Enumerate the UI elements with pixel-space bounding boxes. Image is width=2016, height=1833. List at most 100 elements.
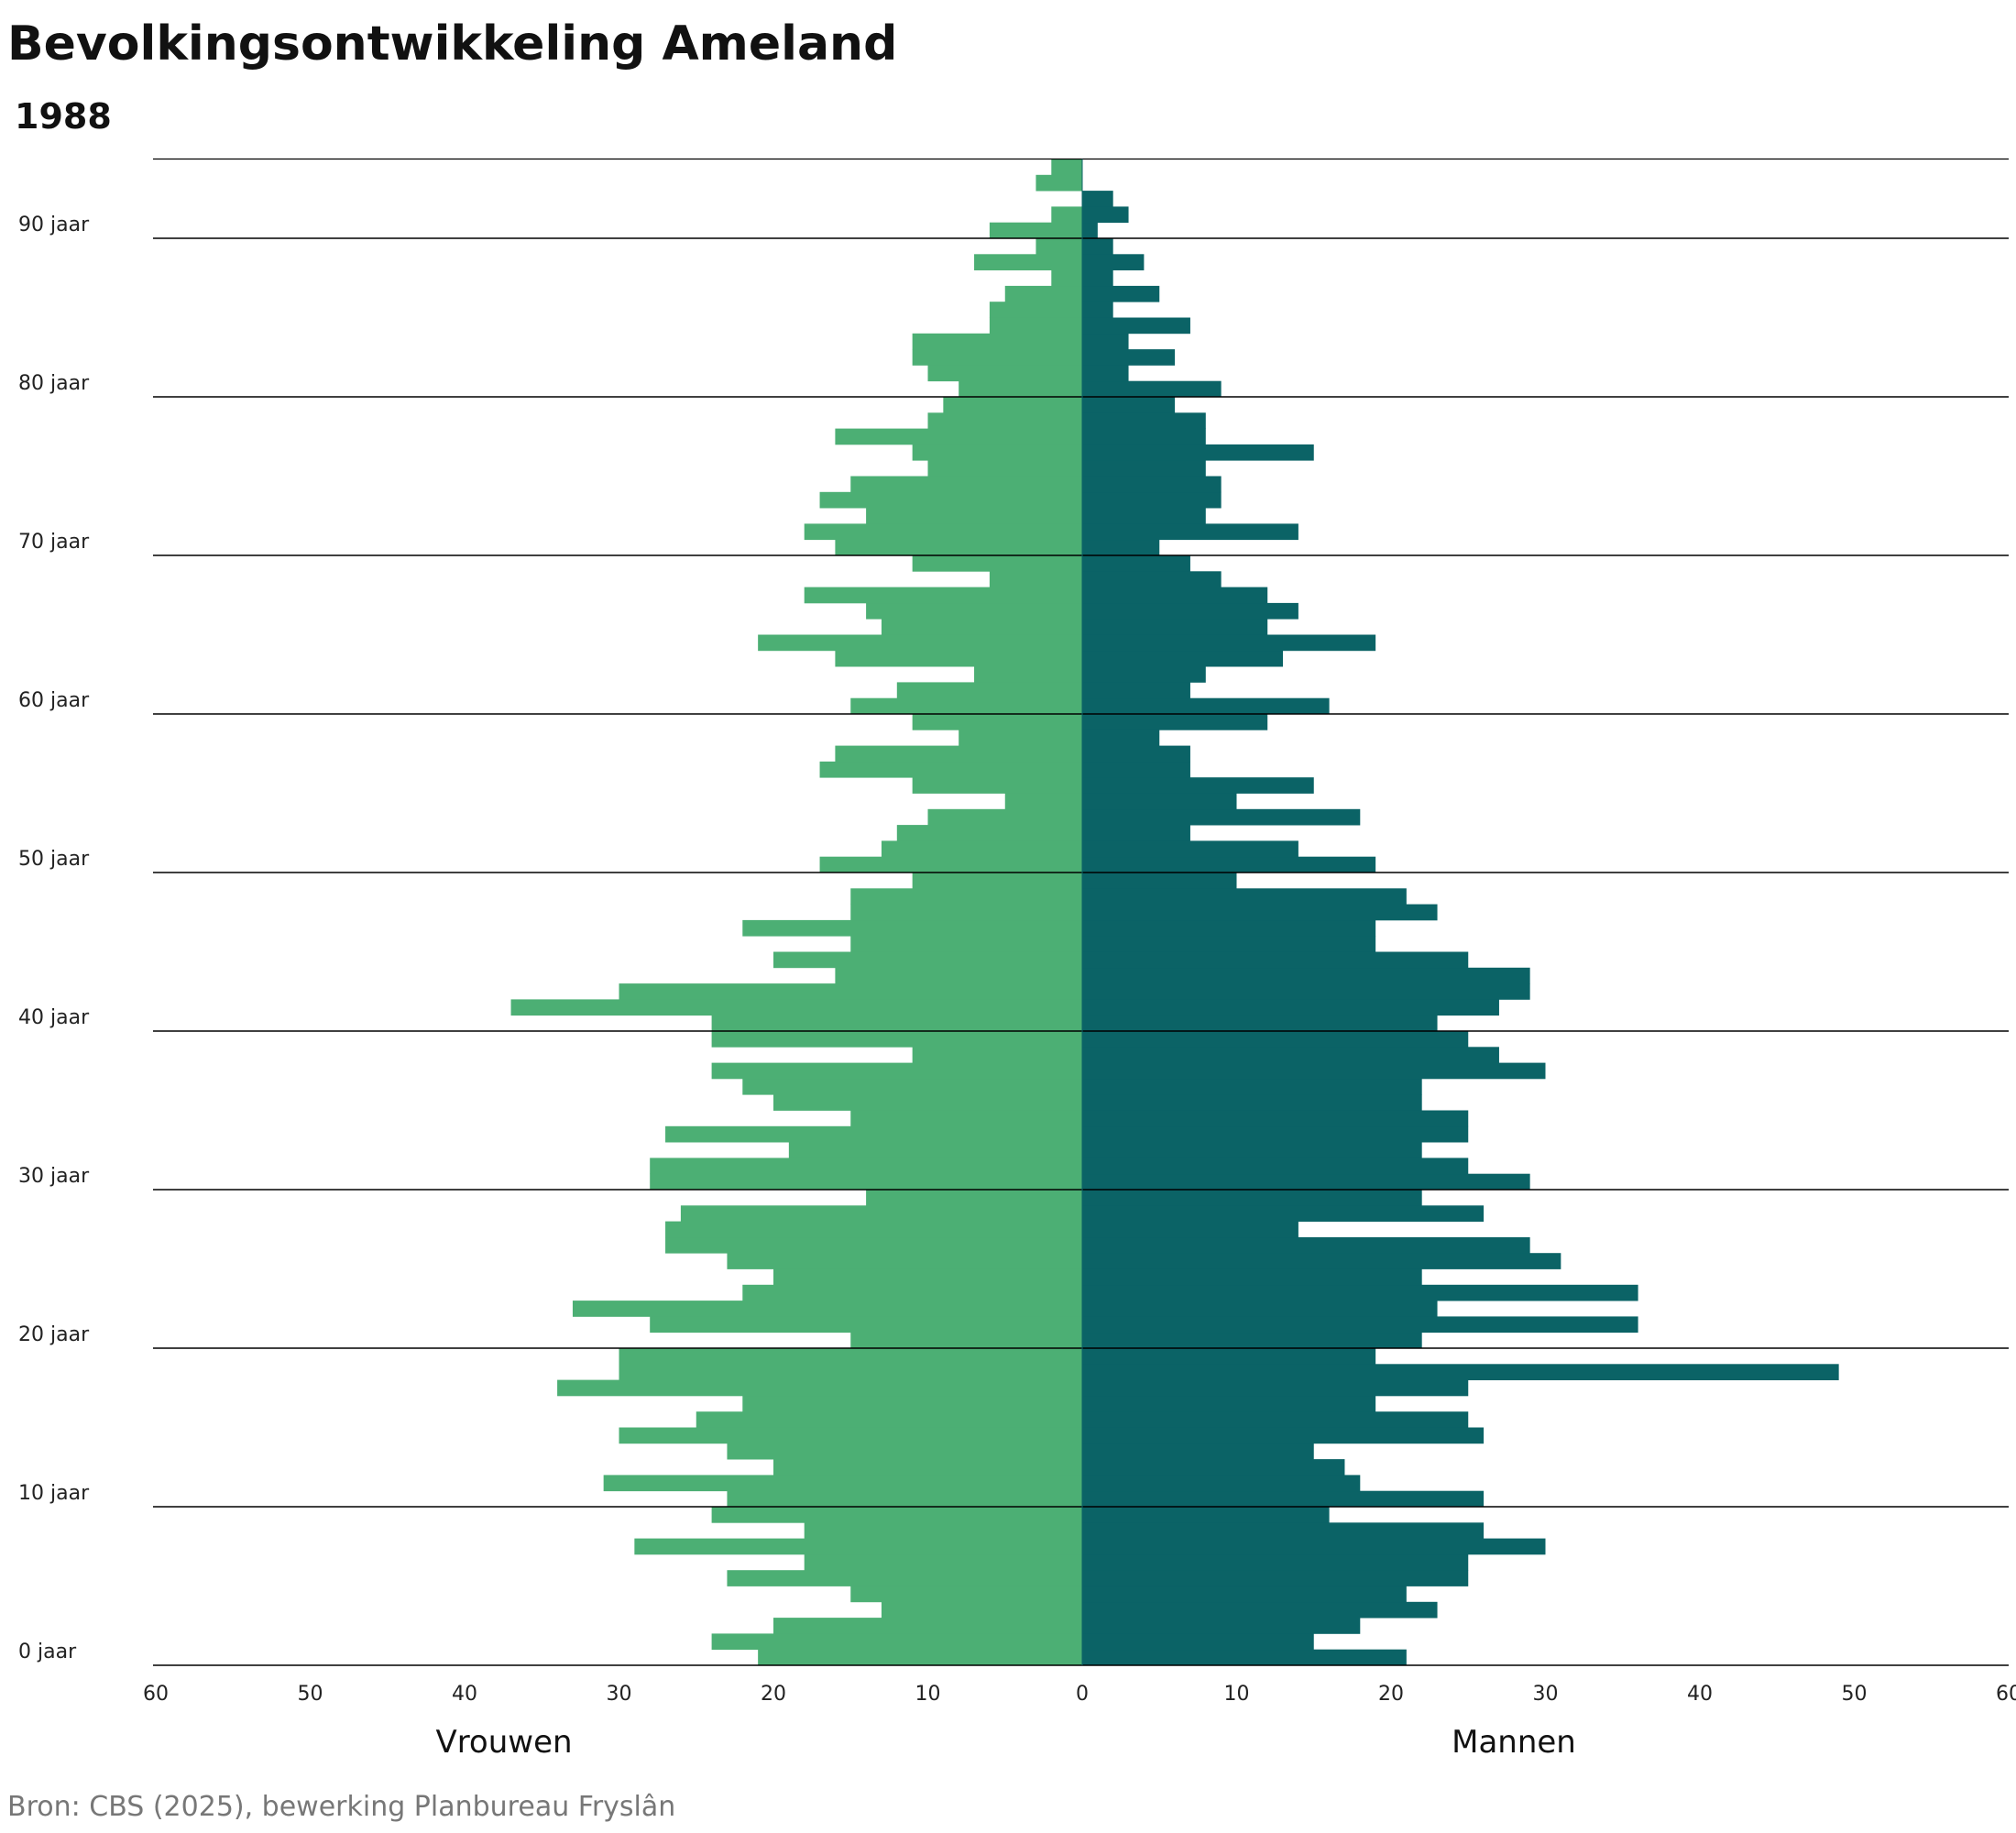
- bar-mannen-34: [1082, 1110, 1469, 1127]
- bar-mannen-62: [1082, 666, 1206, 683]
- side-label-vrouwen: Vrouwen: [435, 1724, 572, 1761]
- bar-vrouwen-53: [927, 808, 1082, 826]
- bar-mannen-14: [1082, 1427, 1485, 1444]
- bar-mannen-13: [1082, 1443, 1314, 1460]
- bar-mannen-28: [1082, 1205, 1485, 1222]
- y-tick-label: 70 jaar: [18, 531, 90, 554]
- bar-vrouwen-10: [727, 1490, 1082, 1508]
- bar-mannen-12: [1082, 1459, 1345, 1476]
- bar-vrouwen-47: [850, 904, 1082, 921]
- bar-mannen-84: [1082, 317, 1190, 335]
- side-label-mannen: Mannen: [1452, 1724, 1576, 1761]
- y-tick-label: 50 jaar: [18, 848, 90, 871]
- y-tick-label: 60 jaar: [18, 689, 90, 712]
- y-tick-label: 40 jaar: [18, 1006, 90, 1029]
- bar-vrouwen-18: [619, 1364, 1082, 1380]
- bar-mannen-79: [1082, 397, 1176, 413]
- bar-mannen-54: [1082, 793, 1237, 810]
- bar-mannen-90: [1082, 222, 1098, 239]
- bar-vrouwen-87: [1051, 269, 1082, 287]
- x-axis-ticks: 60 50 40 30 20 10 0 10 20 30 40 50 60: [143, 1683, 2016, 1706]
- bar-vrouwen-48: [850, 888, 1082, 905]
- bar-mannen-60: [1082, 697, 1330, 715]
- bar-vrouwen-9: [711, 1507, 1082, 1523]
- bar-vrouwen-20: [850, 1332, 1082, 1349]
- bar-mannen-41: [1082, 999, 1499, 1016]
- bar-mannen-81: [1082, 365, 1129, 382]
- x-tick-label: 60: [143, 1683, 169, 1706]
- bar-vrouwen-94: [1051, 159, 1082, 176]
- bar-mannen-32: [1082, 1142, 1422, 1158]
- bar-mannen-31: [1082, 1158, 1469, 1175]
- bar-mannen-2: [1082, 1618, 1361, 1634]
- x-tick-label: 0: [1076, 1683, 1089, 1706]
- bar-vrouwen-75: [927, 460, 1082, 477]
- bar-vrouwen-85: [989, 302, 1082, 318]
- bar-mannen-73: [1082, 491, 1222, 509]
- bar-vrouwen-40: [711, 1015, 1082, 1032]
- bar-vrouwen-13: [727, 1443, 1082, 1460]
- bar-vrouwen-84: [989, 317, 1082, 335]
- bar-vrouwen-61: [896, 682, 1082, 699]
- y-tick-label: 80 jaar: [18, 372, 90, 395]
- bar-mannen-72: [1082, 508, 1206, 524]
- y-tick-label: 30 jaar: [18, 1165, 90, 1188]
- bar-vrouwen-54: [1004, 793, 1082, 810]
- y-tick-label: 90 jaar: [18, 214, 90, 236]
- bar-vrouwen-35: [773, 1094, 1082, 1111]
- bar-vrouwen-50: [819, 856, 1082, 873]
- bar-mannen-44: [1082, 951, 1469, 969]
- bar-mannen-18: [1082, 1364, 1839, 1380]
- bar-vrouwen-29: [866, 1190, 1082, 1206]
- x-tick-label: 20: [761, 1683, 786, 1706]
- bar-mannen-64: [1082, 634, 1376, 652]
- grid-lines: [153, 158, 2009, 1666]
- bar-mannen-3: [1082, 1601, 1438, 1619]
- bar-mannen-59: [1082, 714, 1268, 730]
- bar-vrouwen-5: [727, 1570, 1082, 1586]
- bar-vrouwen-4: [850, 1586, 1082, 1603]
- bar-vrouwen-86: [1004, 285, 1082, 302]
- bar-mannen-30: [1082, 1173, 1530, 1191]
- bar-mannen-45: [1082, 936, 1376, 952]
- bar-mannen-52: [1082, 825, 1190, 841]
- bar-mannen-86: [1082, 285, 1160, 302]
- bar-vrouwen-71: [804, 523, 1082, 541]
- bar-mannen-42: [1082, 983, 1530, 1000]
- bar-vrouwen-27: [665, 1221, 1082, 1238]
- bar-vrouwen-15: [696, 1411, 1082, 1428]
- bar-vrouwen-7: [634, 1538, 1082, 1555]
- bar-vrouwen-67: [804, 587, 1082, 604]
- bar-vrouwen-19: [619, 1348, 1082, 1365]
- bar-mannen-67: [1082, 587, 1268, 604]
- bar-mannen-29: [1082, 1190, 1422, 1206]
- x-tick-label: 50: [1842, 1683, 1868, 1706]
- bar-vrouwen-76: [912, 444, 1082, 461]
- y-axis-ticks: 0 jaar 10 jaar 20 jaar 30 jaar 40 jaar 50 jaa…: [18, 214, 90, 1663]
- bar-vrouwen-26: [665, 1236, 1082, 1254]
- chart-subtitle: 1988: [15, 96, 112, 137]
- bar-mannen-8: [1082, 1522, 1485, 1539]
- bar-vrouwen-80: [959, 380, 1082, 398]
- bar-vrouwen-89: [1035, 238, 1082, 255]
- bar-vrouwen-42: [619, 983, 1082, 1000]
- bar-mannen-53: [1082, 808, 1361, 826]
- bar-vrouwen-21: [650, 1316, 1082, 1334]
- bar-mannen-85: [1082, 302, 1113, 318]
- bar-vrouwen-81: [927, 365, 1082, 382]
- bar-mannen-1: [1082, 1633, 1314, 1651]
- series-vrouwen: [510, 159, 1082, 1666]
- bar-mannen-80: [1082, 380, 1222, 398]
- bar-mannen-63: [1082, 650, 1284, 667]
- bar-vrouwen-93: [1035, 174, 1082, 192]
- bar-mannen-66: [1082, 602, 1298, 620]
- bar-vrouwen-38: [912, 1047, 1082, 1063]
- bar-mannen-92: [1082, 191, 1113, 207]
- bar-vrouwen-44: [773, 951, 1082, 969]
- bar-mannen-49: [1082, 873, 1237, 889]
- bar-vrouwen-2: [773, 1618, 1082, 1634]
- bar-vrouwen-66: [866, 602, 1082, 620]
- bar-vrouwen-6: [804, 1553, 1082, 1571]
- bar-vrouwen-62: [974, 666, 1082, 683]
